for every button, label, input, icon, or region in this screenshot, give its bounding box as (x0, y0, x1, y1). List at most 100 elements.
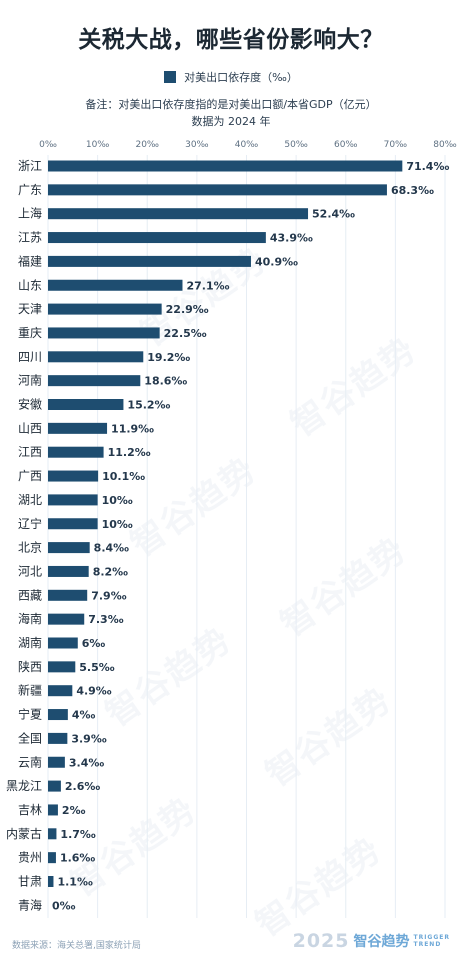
bar (48, 542, 90, 554)
data-label: 3.4‰ (69, 756, 104, 769)
data-label: 8.4‰ (94, 542, 129, 555)
x-tick-label: 80‰ (433, 140, 457, 150)
category-label: 湖北 (18, 492, 42, 507)
brand-year: 2025 (292, 930, 350, 952)
brand-en: TRIGGER TREND (413, 934, 450, 948)
data-label: 6‰ (82, 637, 106, 650)
category-label: 贵州 (18, 851, 42, 865)
category-label: 甘肃 (18, 875, 42, 889)
x-tick-label: 10‰ (86, 140, 110, 150)
bar (48, 279, 183, 291)
category-label: 新疆 (18, 683, 42, 698)
bar (48, 375, 141, 387)
category-label: 浙江 (18, 159, 42, 173)
data-label: 19.2‰ (147, 351, 190, 364)
category-label: 全国 (18, 730, 42, 745)
x-tick-label: 40‰ (235, 140, 259, 150)
category-label: 陕西 (18, 659, 42, 674)
bar (48, 208, 309, 220)
x-tick-label: 30‰ (185, 140, 209, 150)
category-label: 辽宁 (18, 516, 42, 531)
x-tick-label: 70‰ (384, 140, 408, 150)
bar (48, 852, 56, 864)
bar (48, 351, 144, 363)
chart-note: 备注：对美出口依存度指的是对美出口额/本省GDP（亿元） (85, 98, 377, 111)
bar (48, 184, 387, 196)
category-label: 江西 (18, 445, 42, 459)
bar (48, 828, 57, 840)
bar (48, 780, 61, 792)
data-label: 71.4‰ (406, 160, 449, 173)
data-label: 22.9‰ (166, 303, 209, 316)
data-label: 3.9‰ (71, 732, 106, 745)
chart-subtitle: 备注：对美出口依存度指的是对美出口额/本省GDP（亿元） 数据为 2024 年 (0, 96, 462, 130)
chart-data-year: 数据为 2024 年 (191, 115, 271, 128)
data-label: 10‰ (102, 494, 133, 507)
data-label: 40.9‰ (255, 255, 298, 268)
category-label: 安徽 (18, 397, 42, 412)
category-label: 江苏 (18, 231, 42, 245)
data-label: 1.7‰ (60, 828, 95, 841)
data-label: 5.5‰ (79, 661, 114, 674)
bar (48, 685, 73, 697)
source-note: 数据来源：海关总署,国家统计局 (12, 941, 141, 951)
data-label: 22.5‰ (164, 327, 207, 340)
bar (48, 470, 99, 482)
bar (48, 661, 76, 673)
bar (48, 255, 251, 267)
category-label: 广东 (18, 183, 42, 197)
category-label: 上海 (18, 206, 42, 221)
category-label: 湖南 (18, 635, 42, 650)
bar (48, 518, 98, 530)
category-label: 吉林 (18, 803, 42, 817)
category-label: 云南 (18, 754, 42, 769)
legend-swatch (164, 71, 177, 83)
brand-name: 智谷趋势 (353, 934, 410, 950)
data-label: 8.2‰ (93, 565, 128, 578)
bar (48, 876, 54, 887)
category-label: 内蒙古 (6, 826, 42, 841)
bar (48, 709, 68, 721)
data-label: 7.3‰ (88, 613, 123, 626)
bar (48, 160, 403, 172)
category-label: 西藏 (18, 588, 42, 602)
category-label: 山东 (18, 278, 42, 292)
chart-title: 关税大战，哪些省份影响大？ (78, 27, 384, 53)
bar (48, 589, 88, 601)
bar (48, 399, 124, 410)
category-label: 河北 (18, 564, 42, 578)
data-label: 2.6‰ (65, 780, 100, 793)
bar (48, 637, 78, 649)
bar (48, 494, 98, 506)
data-label: 27.1‰ (186, 279, 229, 292)
brand-en-line-2: TREND (413, 941, 442, 948)
brand-logo: 2025 智谷趋势 TRIGGER TREND (293, 930, 450, 952)
data-label: 68.3‰ (391, 184, 434, 197)
x-tick-label: 0‰ (39, 140, 57, 150)
category-label: 北京 (18, 541, 42, 555)
bar (48, 446, 104, 458)
data-label: 2‰ (62, 804, 86, 817)
data-label: 11.9‰ (111, 422, 154, 435)
bar (48, 732, 68, 744)
bar (48, 422, 108, 434)
x-tick-label: 20‰ (135, 140, 159, 150)
bar (48, 613, 85, 625)
data-label: 4.9‰ (76, 685, 111, 698)
bar (48, 327, 160, 339)
data-label: 43.9‰ (270, 232, 313, 245)
category-label: 重庆 (18, 326, 42, 340)
legend: 对美出口依存度（‰） (0, 69, 462, 85)
category-label: 黑龙江 (6, 779, 42, 793)
data-label: 0‰ (52, 899, 76, 912)
data-label: 7.9‰ (91, 589, 126, 602)
data-label: 1.1‰ (57, 876, 92, 889)
category-label: 山西 (18, 421, 42, 435)
data-label: 18.6‰ (144, 375, 187, 388)
data-label: 52.4‰ (312, 208, 355, 221)
category-label: 福建 (18, 253, 42, 268)
category-label: 河南 (18, 373, 42, 388)
bar (48, 232, 266, 244)
